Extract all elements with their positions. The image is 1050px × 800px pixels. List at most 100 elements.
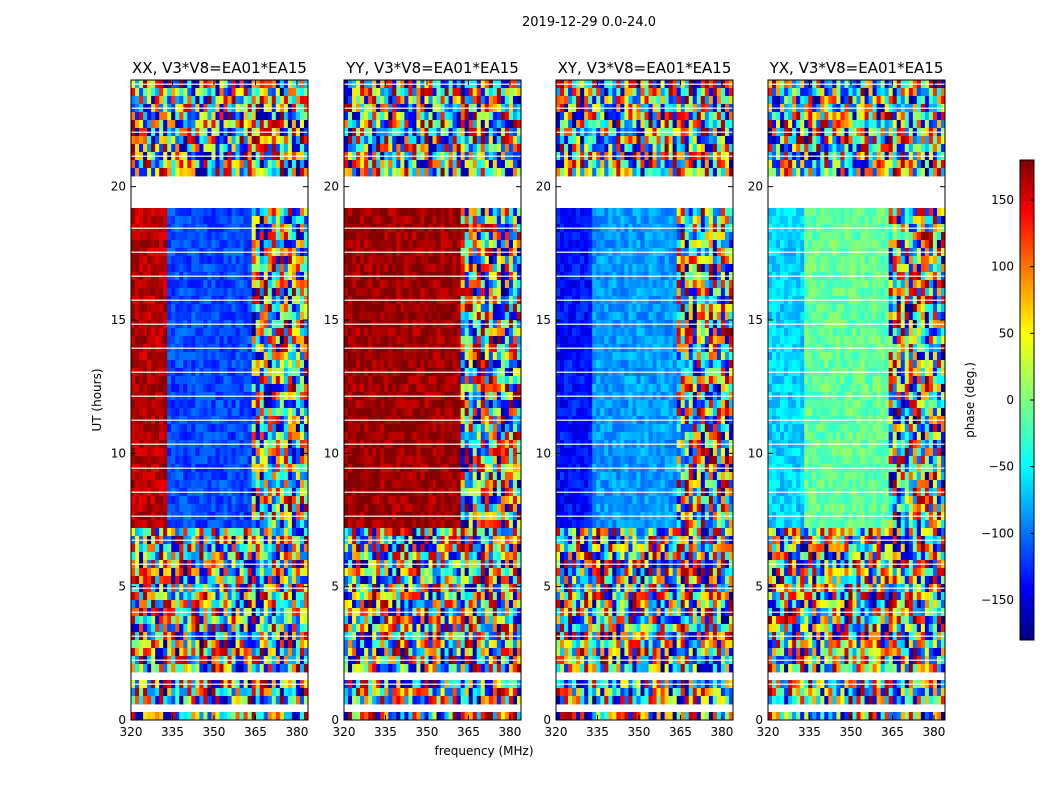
heatmap-cell	[275, 336, 281, 345]
heatmap-cell	[267, 280, 273, 289]
heatmap-cell	[424, 376, 429, 385]
heatmap-cell	[368, 304, 373, 313]
heatmap-cell	[163, 496, 168, 505]
heatmap-cell	[492, 384, 498, 393]
heatmap-cell	[444, 232, 449, 241]
heatmap-cell	[147, 216, 152, 225]
heatmap-cell	[392, 328, 397, 337]
heatmap-cell	[295, 328, 301, 337]
heatmap-cell	[195, 496, 200, 505]
heatmap-cell	[500, 120, 506, 129]
heatmap-cell	[271, 552, 277, 561]
heatmap-cell	[263, 352, 269, 361]
heatmap-cell	[444, 408, 449, 417]
heatmap-cell	[271, 424, 277, 433]
heatmap-cell	[235, 504, 241, 513]
heatmap-cell	[424, 160, 429, 169]
heatmap-cell	[167, 424, 172, 433]
heatmap-cell	[424, 208, 429, 217]
heatmap-cell	[255, 504, 261, 513]
heatmap-cell	[183, 256, 188, 265]
heatmap-cell	[219, 616, 224, 625]
heatmap-cell	[287, 688, 293, 697]
heatmap-cell	[203, 160, 208, 169]
heatmap-cell	[472, 256, 478, 265]
heatmap-cell	[187, 600, 192, 609]
heatmap-cell	[147, 576, 152, 585]
heatmap-cell	[496, 160, 502, 169]
heatmap-cell	[368, 144, 373, 153]
heatmap-cell	[195, 592, 200, 601]
heatmap-cell	[231, 168, 236, 177]
heatmap-cell	[191, 232, 196, 241]
heatmap-cell	[159, 136, 164, 145]
heatmap-cell	[388, 400, 393, 409]
heatmap-cell	[352, 384, 357, 393]
heatmap-cell	[151, 264, 156, 273]
heatmap-cell	[452, 208, 458, 217]
heatmap-cell	[360, 280, 365, 289]
heatmap-cell	[171, 712, 176, 721]
heatmap-cell	[476, 208, 482, 217]
heatmap-cell	[460, 168, 466, 177]
heatmap-cell	[408, 160, 413, 169]
heatmap-cell	[464, 168, 470, 177]
heatmap-cell	[211, 328, 216, 337]
heatmap-cell	[131, 688, 136, 697]
heatmap-cell	[171, 424, 176, 433]
heatmap-cell	[460, 288, 466, 297]
heatmap-cell	[147, 616, 152, 625]
heatmap-cell	[163, 424, 168, 433]
heatmap-cell	[504, 136, 510, 145]
heatmap-cell	[496, 216, 502, 225]
heatmap-cell	[428, 304, 433, 313]
heatmap-cell	[436, 312, 441, 321]
heatmap-cell	[231, 288, 236, 297]
heatmap-cell	[271, 216, 277, 225]
heatmap-cell	[424, 256, 429, 265]
heatmap-cell	[239, 208, 245, 217]
heatmap-cell	[368, 312, 373, 321]
heatmap-cell	[199, 160, 204, 169]
heatmap-cell	[516, 144, 522, 153]
heatmap-cell	[384, 328, 389, 337]
heatmap-cell	[287, 208, 293, 217]
heatmap-cell	[400, 240, 405, 249]
heatmap-cell	[199, 88, 204, 97]
heatmap-cell	[299, 696, 305, 705]
heatmap-cell	[412, 216, 417, 225]
heatmap-cell	[143, 144, 148, 153]
heatmap-cell	[476, 384, 482, 393]
heatmap-cell	[508, 232, 514, 241]
heatmap-cell	[291, 424, 297, 433]
heatmap-cell	[412, 360, 417, 369]
heatmap-cell	[163, 528, 168, 537]
heatmap-cell	[211, 256, 216, 265]
heatmap-cell	[199, 424, 204, 433]
heatmap-cell	[291, 96, 297, 105]
heatmap-cell	[295, 336, 301, 345]
heatmap-cell	[299, 424, 305, 433]
heatmap-cell	[380, 136, 385, 145]
heatmap-cell	[275, 600, 281, 609]
heatmap-cell	[380, 288, 385, 297]
heatmap-cell	[364, 304, 369, 313]
heatmap-cell	[167, 400, 172, 409]
heatmap-cell	[275, 424, 281, 433]
heatmap-cell	[452, 232, 458, 241]
heatmap-cell	[255, 216, 261, 225]
heatmap-cell	[364, 376, 369, 385]
heatmap-cell	[384, 232, 389, 241]
heatmap-cell	[291, 336, 297, 345]
heatmap-cell	[183, 360, 188, 369]
heatmap-cell	[215, 600, 220, 609]
heatmap-cell	[175, 616, 180, 625]
heatmap-cell	[287, 432, 293, 441]
heatmap-cell	[251, 112, 257, 121]
heatmap-cell	[388, 304, 393, 313]
heatmap-cell	[283, 568, 289, 577]
heatmap-cell	[299, 208, 305, 217]
heatmap-cell	[219, 360, 224, 369]
heatmap-cell	[500, 88, 506, 97]
heatmap-cell	[440, 160, 445, 169]
